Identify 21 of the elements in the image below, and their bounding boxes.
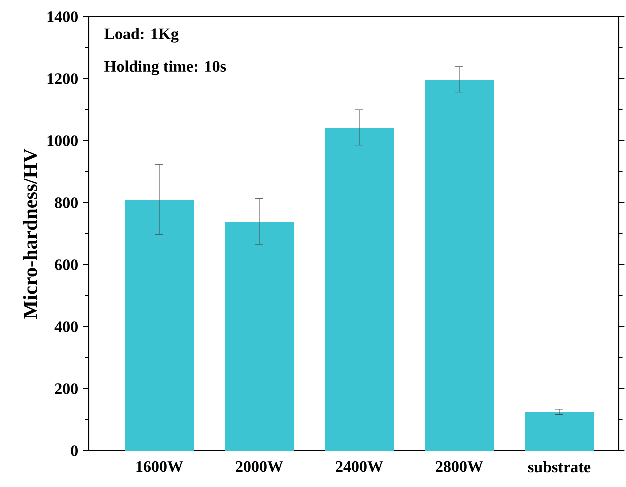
annotation: Holding time: 10s xyxy=(104,60,226,76)
y-tick-label: 1000 xyxy=(48,136,78,146)
y-tick-label: 1400 xyxy=(48,12,78,22)
annotation: Load: 1Kg xyxy=(104,28,179,43)
bar xyxy=(425,80,494,451)
y-axis-title: Micro-hardness/HV xyxy=(23,148,38,320)
y-tick-label: 0 xyxy=(71,446,78,456)
y-tick-label: 400 xyxy=(54,322,78,332)
bar xyxy=(325,128,394,451)
x-tick-label: 2800W xyxy=(436,461,484,472)
x-tick-label: 2400W xyxy=(336,461,384,472)
bar xyxy=(125,200,194,451)
x-tick-label: 2000W xyxy=(236,461,284,472)
y-tick-label: 600 xyxy=(55,260,78,270)
x-tick-label: 1600W xyxy=(136,461,184,472)
bar xyxy=(525,412,594,451)
x-tick-label: substrate xyxy=(528,461,591,473)
y-tick-label: 1200 xyxy=(48,74,78,84)
y-tick-label: 800 xyxy=(55,198,78,208)
bar xyxy=(225,222,294,451)
y-tick-label: 200 xyxy=(55,384,78,394)
